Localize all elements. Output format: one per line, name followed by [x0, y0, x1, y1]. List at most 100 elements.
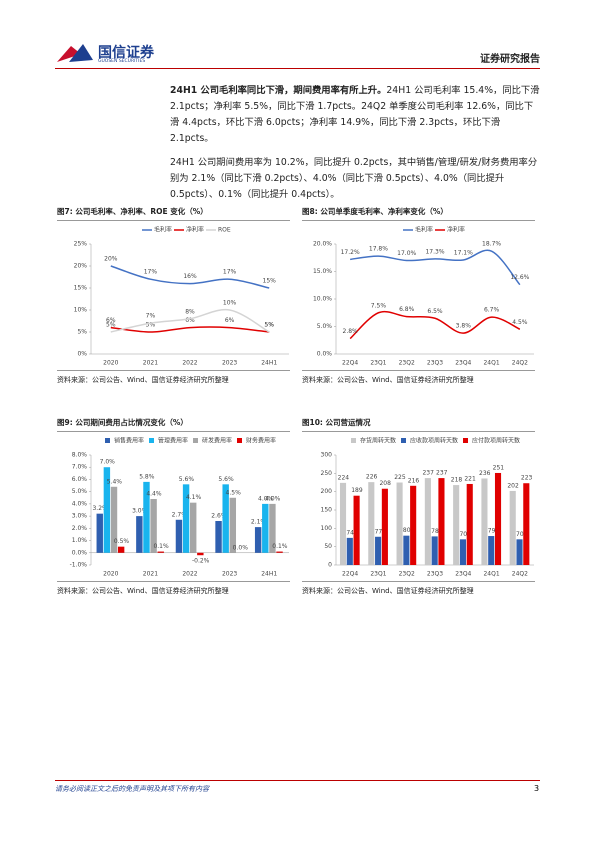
data-label: 2.1%	[251, 519, 267, 526]
data-label: 189	[351, 487, 363, 494]
data-label: 226	[366, 474, 378, 481]
bar	[453, 485, 460, 565]
bar	[136, 516, 143, 553]
x-tick-label: 24Q2	[512, 571, 528, 578]
x-tick-label: 23Q2	[399, 360, 415, 367]
data-label: 224	[338, 474, 350, 481]
x-tick-label: 24H1	[261, 571, 277, 578]
y-tick-label: 50	[324, 543, 332, 550]
data-label: 5.8%	[139, 473, 155, 480]
y-tick-label: 15%	[74, 285, 88, 292]
legend-label: 应付款项周转天数	[472, 437, 520, 445]
page-number: 3	[534, 784, 540, 793]
chart: 0% 5% 10% 15% 20% 25% 2020 2021 2022 2023 24H1 毛利率 净…	[74, 226, 289, 367]
data-label: 6.7%	[484, 307, 500, 314]
data-label: 70	[459, 531, 467, 538]
data-label: 202	[507, 482, 519, 489]
source: 资料来源：公司公告、Wind、国信证券经济研究所整理	[57, 370, 290, 385]
bar	[516, 539, 523, 565]
data-label: 74	[346, 529, 354, 536]
data-label: 225	[394, 474, 406, 481]
x-tick-label: 23Q2	[399, 571, 415, 578]
footer-rule	[55, 780, 540, 781]
x-tick-label: 24Q1	[483, 571, 499, 578]
data-label: 6.8%	[399, 306, 415, 313]
legend-swatch	[463, 438, 468, 443]
bar	[375, 536, 382, 565]
y-tick-label: 0%	[77, 351, 87, 358]
data-label: 20%	[104, 256, 118, 263]
x-tick-label: 2022	[182, 360, 197, 367]
data-label: 17.1%	[454, 249, 473, 256]
data-label: 10%	[223, 300, 237, 307]
x-tick-label: 2020	[103, 571, 118, 578]
y-tick-label: 4.0%	[72, 500, 88, 507]
line	[349, 310, 521, 340]
legend-label: ROE	[218, 227, 231, 234]
data-label: 251	[493, 464, 505, 471]
data-label: -0.2%	[192, 558, 210, 565]
bar	[424, 478, 431, 565]
report-type: 证券研究报告	[480, 54, 540, 65]
data-label: 70	[516, 531, 524, 538]
data-label: 237	[422, 470, 434, 477]
data-label: 6%	[225, 317, 235, 324]
chart-title: 图10: 公司营运情况	[302, 417, 535, 432]
data-label: 5%	[264, 322, 274, 329]
bar	[197, 552, 204, 556]
data-label: 223	[521, 475, 533, 482]
data-label: 18.7%	[482, 241, 501, 248]
bar	[466, 483, 473, 565]
source: 资料来源：公司公告、Wind、国信证券经济研究所整理	[302, 370, 535, 385]
y-tick-label: 2.0%	[72, 525, 88, 532]
x-tick-label: 24Q1	[483, 360, 499, 367]
bar	[150, 499, 157, 553]
data-label: 2.8%	[343, 328, 359, 335]
paragraph: 24H1 公司期间费用率为 10.2%，同比提升 0.2pcts，其中销售/管理…	[170, 157, 538, 200]
data-label: 7%	[146, 313, 156, 320]
data-label: 5%	[146, 322, 156, 329]
bar	[222, 484, 229, 553]
y-tick-label: 8.0%	[72, 452, 88, 459]
line	[110, 326, 270, 333]
bar	[103, 467, 111, 553]
data-label: 221	[464, 475, 476, 482]
data-label: 237	[436, 470, 448, 477]
bar	[509, 490, 516, 565]
data-label: 17.0%	[397, 250, 416, 257]
bar	[403, 535, 410, 565]
y-tick-label: 0.0%	[317, 351, 333, 358]
bar	[175, 519, 183, 553]
data-label: 17.8%	[369, 246, 388, 253]
bar	[410, 485, 417, 565]
data-label: 17%	[223, 269, 237, 276]
x-tick-label: 23Q3	[427, 360, 443, 367]
data-label: 3.2%	[92, 505, 108, 512]
x-tick-label: 23Q1	[370, 360, 386, 367]
legend-swatch	[351, 438, 356, 443]
data-label: 4.0%	[265, 495, 281, 502]
lead: 24H1 公司毛利率同比下滑，期间费用率有所上升。	[170, 85, 387, 96]
y-tick-label: 250	[321, 470, 333, 477]
logo-text: 国信证券	[98, 45, 154, 61]
y-tick-label: 0	[328, 562, 332, 569]
y-tick-label: 10.0%	[313, 296, 332, 303]
data-label: 80	[403, 527, 411, 534]
bar	[117, 546, 125, 553]
bar	[110, 486, 118, 553]
data-label: 0.5%	[114, 538, 130, 545]
chart-title: 图9: 公司期间费用占比情况变化（%）	[57, 417, 290, 432]
legend-swatch	[237, 438, 242, 443]
data-label: 5.6%	[179, 476, 195, 483]
x-tick-label: 2023	[222, 571, 237, 578]
x-tick-label: 24Q2	[512, 360, 528, 367]
data-label: 208	[379, 480, 391, 487]
data-label: 4.4%	[146, 491, 162, 498]
text: 24H1 公司毛利率 15.4%，同比下滑 2.1pcts；净利率 5.5%，同…	[170, 85, 540, 144]
logo-icon	[57, 44, 93, 62]
y-tick-label: 200	[321, 488, 333, 495]
bar	[229, 497, 237, 553]
bar	[346, 537, 353, 565]
data-label: 236	[479, 470, 491, 477]
bar	[269, 503, 276, 553]
